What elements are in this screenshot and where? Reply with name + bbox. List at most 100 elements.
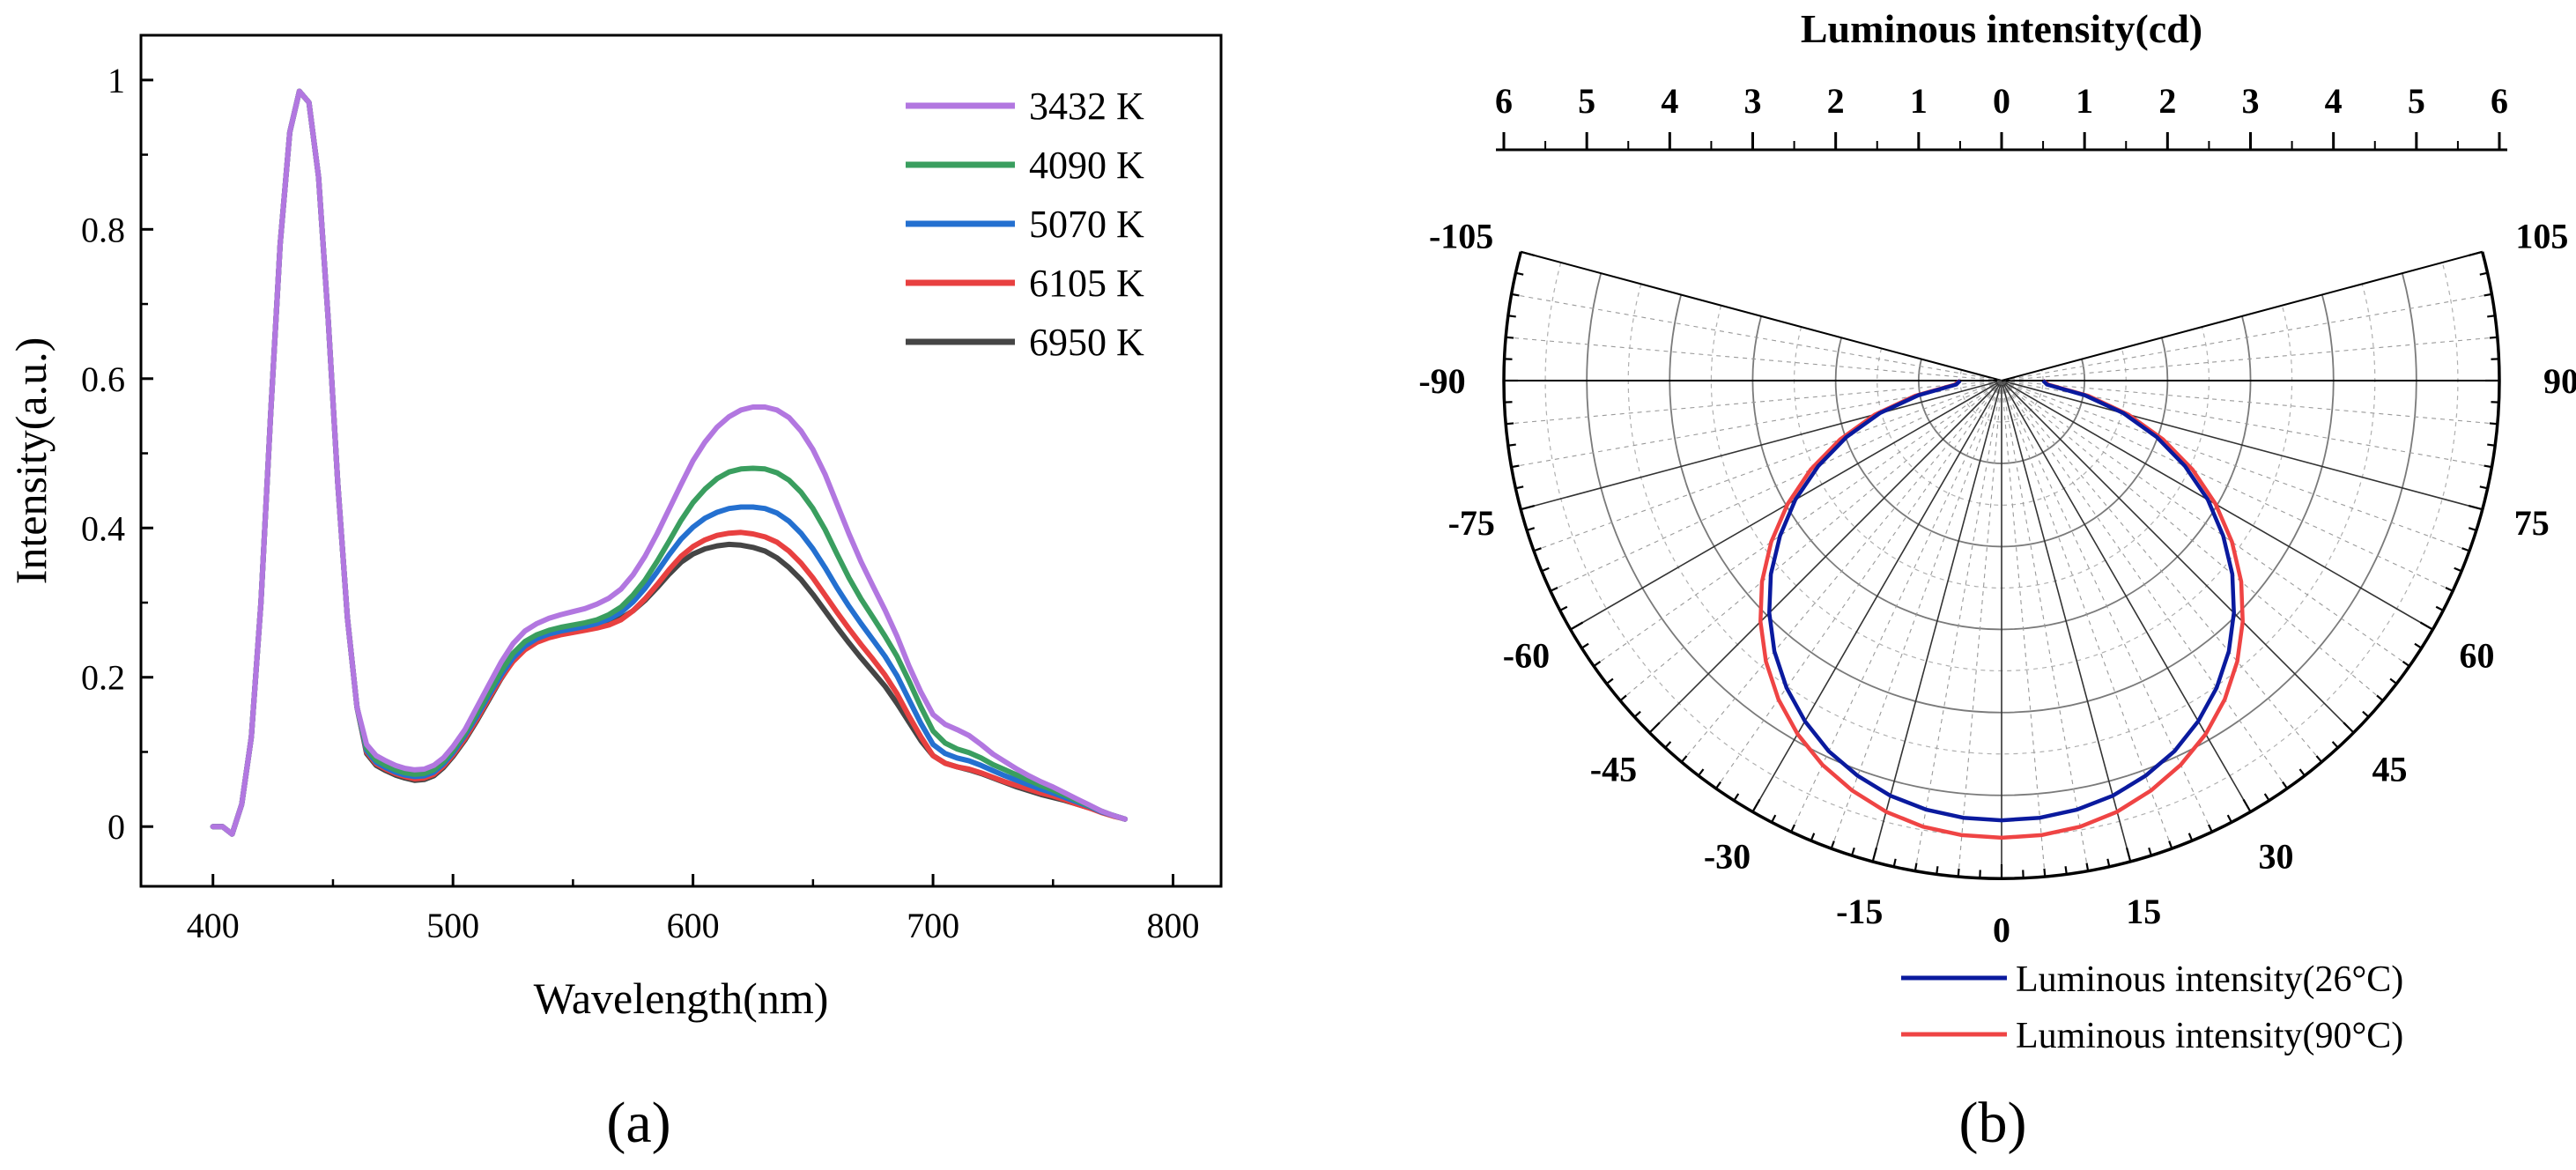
angle-minor-tick — [1580, 642, 1589, 649]
intensity-curves — [1758, 379, 2245, 840]
angle-minor-tick — [2282, 781, 2288, 789]
angle-labels: -105 -90 -75 -60 -45 -30 -15 0 15 30 45 60 75 90 105 — [1418, 217, 2576, 950]
angle-minor-tick — [2389, 678, 2397, 685]
angle-minor-tick — [1715, 781, 1721, 789]
angle-minor-tick — [2226, 814, 2232, 823]
spectrum-line — [210, 88, 1128, 837]
angle-gridline — [1751, 380, 2002, 812]
angle-minor-tick — [2454, 566, 2462, 573]
ruler-label: 4 — [1661, 81, 1678, 121]
angle-minor-tick — [2468, 527, 2477, 531]
ruler-label: 2 — [1827, 81, 1845, 121]
angle-gridline — [1790, 380, 2002, 833]
legend-label: Luminous intensity(26°C) — [2016, 959, 2403, 1000]
angle-minor-tick — [2064, 866, 2068, 875]
angle-label: -60 — [1503, 636, 1550, 676]
angle-minor-tick — [2148, 847, 2152, 856]
axis-ticks: 400 500 600 700 800 0 0.2 0.4 0.6 0.8 1 — [81, 61, 1200, 945]
angle-label: 75 — [2514, 503, 2550, 543]
legend-label: 3432 K — [1029, 85, 1144, 128]
angle-minor-tick — [1526, 527, 1536, 531]
angle-gridline — [2001, 380, 2173, 849]
angle-minor-tick — [1506, 336, 1514, 339]
angle-minor-tick — [2187, 833, 2194, 841]
legend-label: Luminous intensity(90°C) — [2016, 1016, 2403, 1056]
angle-gridline — [2001, 380, 2483, 511]
angle-gridline — [2001, 293, 2492, 381]
ruler-label: 3 — [1744, 81, 1762, 121]
ruler-label: 6 — [1495, 81, 1513, 121]
legend-label: 5070 K — [1029, 203, 1144, 246]
angle-major-tick — [2126, 848, 2132, 863]
angle-minor-tick — [1511, 464, 1520, 469]
angle-gridline — [1648, 380, 2002, 734]
x-axis-label: Wavelength(nm) — [534, 974, 829, 1023]
angle-minor-tick — [1507, 443, 1516, 447]
angle-minor-tick — [1550, 586, 1558, 592]
angle-minor-tick — [1733, 793, 1740, 802]
ruler-label: 6 — [2491, 81, 2508, 121]
angle-minor-tick — [2362, 710, 2370, 718]
ruler-label: 5 — [2408, 81, 2425, 121]
angle-label: 30 — [2259, 837, 2294, 877]
legend-label: 6950 K — [1029, 321, 1144, 364]
angle-label: -15 — [1836, 892, 1883, 931]
angle-major-tick — [2419, 621, 2433, 631]
angle-gridline — [2001, 380, 2470, 552]
angle-gridline — [1681, 380, 2002, 763]
angle-minor-tick — [1851, 847, 1855, 856]
angle-gridline — [2001, 380, 2213, 833]
angle-gridline — [1533, 380, 2002, 552]
angle-gridline — [2001, 380, 2046, 877]
angle-minor-tick — [2315, 755, 2323, 763]
angle-gridline — [2001, 337, 2498, 381]
angle-label: -105 — [1429, 217, 1493, 256]
angle-minor-tick — [1633, 710, 1641, 718]
angle-minor-tick — [2489, 422, 2498, 426]
angle-minor-tick — [1515, 485, 1524, 490]
angle-boundary-line — [1520, 250, 2002, 381]
angle-minor-tick — [1892, 858, 1897, 867]
x-tick-label: 600 — [667, 906, 720, 945]
angle-minor-tick — [1680, 755, 1688, 763]
angle-gridline — [1506, 337, 2002, 381]
angle-gridline — [1521, 380, 2002, 511]
angle-gridline — [1958, 380, 2002, 877]
angle-minor-tick — [1913, 863, 1918, 871]
angle-minor-tick — [2487, 443, 2496, 447]
angle-gridline — [2001, 380, 2498, 425]
angle-minor-tick — [1559, 605, 1568, 611]
angle-gridline — [2001, 380, 2410, 667]
angle-major-tick — [2469, 505, 2483, 511]
angle-label: -90 — [1418, 361, 1465, 401]
angle-minor-tick — [1533, 547, 1542, 552]
angle-gridline — [2001, 380, 2288, 789]
angle-minor-tick — [1664, 741, 1672, 749]
angle-minor-tick — [2445, 586, 2454, 592]
ruler-label: 5 — [1578, 81, 1595, 121]
angle-minor-tick — [2298, 768, 2306, 776]
angle-label: 45 — [2372, 750, 2408, 789]
angle-gridline — [1511, 293, 2002, 381]
angle-minor-tick — [2487, 315, 2496, 318]
ruler-label: 0 — [1993, 81, 2010, 121]
angle-gridline — [2001, 380, 2322, 763]
legend-label: 4090 K — [1029, 144, 1144, 187]
y-axis-label: Intensity(a.u.) — [6, 337, 56, 584]
x-tick-label: 500 — [426, 906, 479, 945]
angle-minor-tick — [2489, 336, 2498, 339]
y-tick-label: 0.8 — [81, 210, 125, 249]
angle-minor-tick — [1506, 422, 1514, 426]
angle-major-tick — [1751, 798, 1761, 812]
outer-arc — [1502, 251, 2501, 880]
angle-gridline — [1619, 380, 2002, 701]
angle-minor-tick — [2483, 464, 2492, 469]
angle-minor-tick — [2461, 547, 2470, 552]
angle-label: 90 — [2543, 361, 2576, 401]
angle-major-tick — [1520, 505, 1535, 511]
y-tick-label: 0.6 — [81, 359, 125, 399]
spectrum-line — [210, 88, 1128, 837]
angle-minor-tick — [1593, 661, 1602, 667]
